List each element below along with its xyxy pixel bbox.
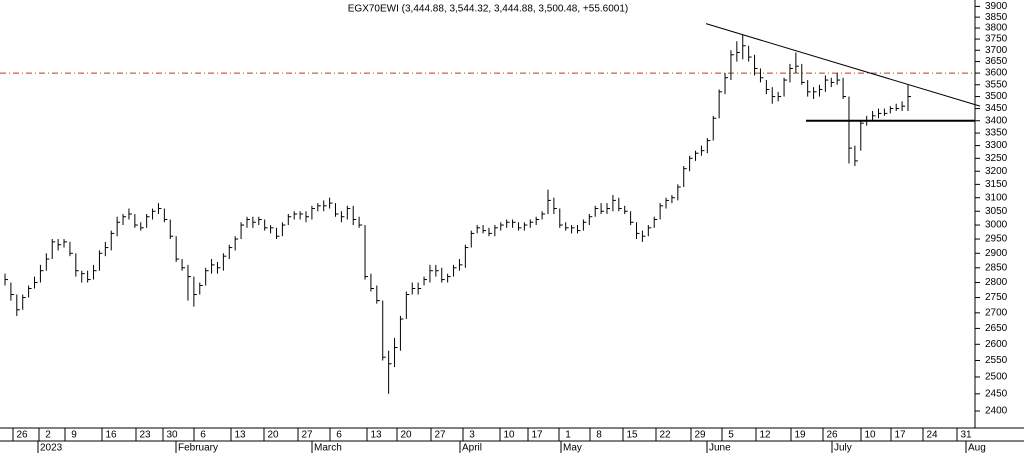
x-tick-label: 31 — [960, 430, 972, 441]
month-label: February — [178, 443, 218, 453]
x-tick-label: 9 — [71, 430, 77, 441]
x-tick-label: 15 — [626, 430, 638, 441]
month-label: Aug — [968, 443, 986, 453]
month-label: July — [834, 443, 852, 453]
x-tick-label: 24 — [926, 430, 938, 441]
y-tick-label: 3300 — [985, 140, 1008, 151]
x-tick-label: 27 — [434, 430, 446, 441]
x-tick-label: 13 — [370, 430, 382, 441]
x-tick-label: 30 — [166, 430, 178, 441]
y-tick-label: 2550 — [985, 355, 1008, 366]
y-tick-label: 3650 — [985, 56, 1008, 67]
x-tick-label: 26 — [826, 430, 838, 441]
y-tick-label: 3100 — [985, 192, 1008, 203]
x-tick-label: 17 — [531, 430, 543, 441]
y-tick-label: 3450 — [985, 103, 1008, 114]
y-tick-label: 2600 — [985, 339, 1008, 350]
y-tick-label: 2850 — [985, 262, 1008, 273]
y-tick-label: 3350 — [985, 128, 1008, 139]
y-tick-label: 3550 — [985, 79, 1008, 90]
month-label: May — [563, 443, 582, 453]
x-tick-label: 29 — [694, 430, 706, 441]
y-tick-label: 3600 — [985, 68, 1008, 79]
chart-title: EGX70EWI (3,444.88, 3,544.32, 3,444.88, … — [348, 4, 628, 15]
y-tick-label: 3400 — [985, 115, 1008, 126]
x-tick-label: 8 — [596, 430, 602, 441]
y-tick-label: 3500 — [985, 91, 1008, 102]
x-tick-label: 17 — [894, 430, 906, 441]
y-tick-label: 3750 — [985, 34, 1008, 45]
x-tick-label: 13 — [234, 430, 246, 441]
y-tick-label: 3200 — [985, 166, 1008, 177]
y-tick-label: 3900 — [985, 1, 1008, 12]
month-label: March — [314, 443, 342, 453]
y-tick-label: 2400 — [985, 406, 1008, 417]
y-tick-label: 2650 — [985, 323, 1008, 334]
x-tick-label: 20 — [400, 430, 412, 441]
x-tick-label: 27 — [301, 430, 313, 441]
x-tick-label: 3 — [469, 430, 475, 441]
y-tick-label: 2950 — [985, 234, 1008, 245]
y-tick-label: 3850 — [985, 12, 1008, 23]
x-tick-label: 1 — [565, 430, 571, 441]
trendline — [705, 23, 981, 107]
x-tick-label: 22 — [659, 430, 671, 441]
x-tick-label: 6 — [336, 430, 342, 441]
y-tick-label: 2500 — [985, 372, 1008, 383]
x-tick-label: 19 — [794, 430, 806, 441]
month-label: 2023 — [40, 443, 63, 453]
month-label: April — [462, 443, 482, 453]
x-tick-label: 10 — [503, 430, 515, 441]
y-tick-label: 3000 — [985, 220, 1008, 231]
x-tick-label: 6 — [200, 430, 206, 441]
y-tick-label: 3050 — [985, 206, 1008, 217]
x-tick-label: 2 — [45, 430, 51, 441]
x-tick-label: 5 — [728, 430, 734, 441]
x-tick-label: 16 — [105, 430, 117, 441]
x-tick-label: 23 — [139, 430, 151, 441]
y-tick-label: 3700 — [985, 45, 1008, 56]
y-tick-label: 2750 — [985, 292, 1008, 303]
y-tick-label: 3250 — [985, 153, 1008, 164]
y-tick-label: 3150 — [985, 179, 1008, 190]
y-tick-label: 2450 — [985, 388, 1008, 399]
month-label: June — [709, 443, 731, 453]
y-tick-label: 2800 — [985, 277, 1008, 288]
x-tick-label: 10 — [864, 430, 876, 441]
x-tick-label: 20 — [267, 430, 279, 441]
x-tick-label: 12 — [759, 430, 771, 441]
x-tick-label: 26 — [16, 430, 28, 441]
y-tick-label: 2700 — [985, 307, 1008, 318]
y-tick-label: 2900 — [985, 248, 1008, 259]
y-tick-label: 3800 — [985, 23, 1008, 34]
